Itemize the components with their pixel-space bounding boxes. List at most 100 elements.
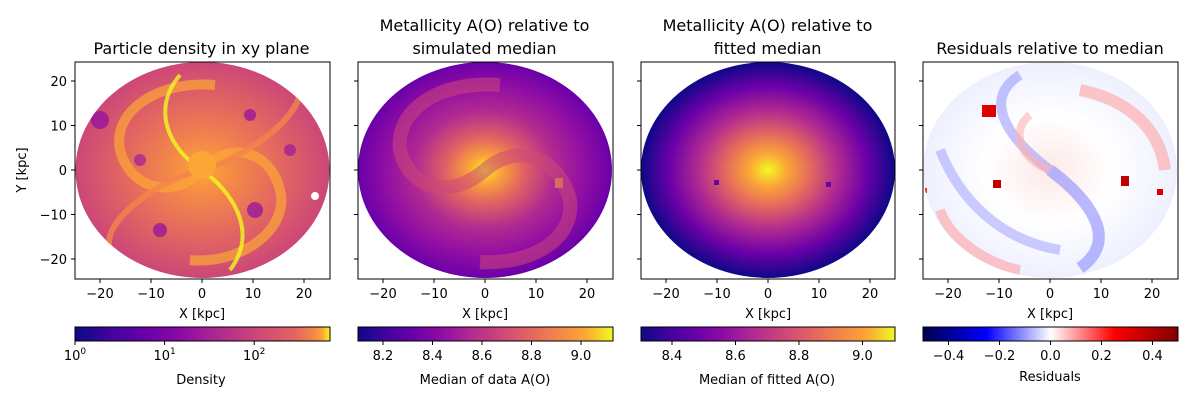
panel-residuals-title: Residuals relative to median (936, 39, 1164, 58)
y-tick-label: 0 (59, 164, 67, 179)
residuals-heatmap (923, 62, 1177, 278)
x-axis-label: X [kpc] (1027, 307, 1073, 322)
colorbar-residuals-bar (922, 326, 1179, 342)
x-tick-label: 0 (764, 287, 772, 302)
colorbar-tick-label: 101 (153, 347, 175, 364)
x-tick-label: 10 (811, 287, 828, 302)
x-tick-label: 0 (198, 287, 206, 302)
x-axis-ticks-sim: −20 −10 0 10 20 (369, 279, 595, 302)
residual-hot-pixel (1157, 189, 1163, 195)
colorbar-tick-label: 9.0 (571, 349, 592, 364)
x-tick-label: 20 (862, 287, 879, 302)
x-tick-label: 10 (245, 287, 262, 302)
colorbar-tick-label: 8.6 (472, 349, 493, 364)
colorbar-tick-label: 8.8 (521, 349, 542, 364)
density-spiral-arm (200, 168, 245, 272)
x-tick-label: 20 (579, 287, 596, 302)
colorbar-tick-label: 100 (64, 347, 87, 364)
x-axis-ticks-fit: −20 −10 0 10 20 (652, 279, 878, 302)
residual-negative-arm (1046, 165, 1105, 273)
panel-fit-title-line1: Metallicity A(O) relative to (663, 16, 873, 35)
colorbar-tick-label: 8.8 (789, 349, 810, 364)
y-axis-ticks-density: 20 10 0 −10 −20 (40, 75, 75, 268)
y-axis-ticks-residuals (919, 80, 923, 260)
residual-positive-arm (1015, 111, 1052, 174)
x-tick-label: −20 (86, 287, 113, 302)
sim-spiral-arm (479, 148, 578, 270)
panel-fit-title-line2: fitted median (714, 39, 822, 58)
panel-fit-median: Metallicity A(O) relative to fitted medi… (637, 16, 896, 388)
density-void (134, 154, 146, 166)
panel-density: Particle density in xy plane (15, 39, 331, 388)
x-axis-label: X [kpc] (462, 307, 508, 322)
fit-heatmap (641, 62, 895, 278)
x-axis-label: X [kpc] (745, 307, 791, 322)
colorbar-tick-label: 9.0 (852, 349, 873, 364)
residual-hot-pixel (993, 180, 1001, 188)
residual-negative-arm (935, 148, 1061, 255)
colorbar-tick-label: −0.2 (984, 349, 1016, 364)
density-void (244, 109, 256, 121)
x-tick-label: −20 (369, 287, 396, 302)
colorbar-tick-label: 8.4 (422, 349, 443, 364)
residual-positive-arm (935, 208, 1021, 275)
colorbar-tick-label: 0.2 (1091, 349, 1112, 364)
residual-cold-pixel (1120, 74, 1124, 78)
sim-spiral-arm (392, 77, 501, 195)
colorbar-tick-label: −0.4 (933, 349, 965, 364)
density-void (153, 223, 167, 237)
density-spiral-arm (105, 167, 203, 251)
y-tick-label: 10 (50, 120, 67, 135)
density-void (284, 144, 296, 156)
y-tick-label: −20 (40, 253, 67, 268)
y-tick-label: −10 (40, 209, 67, 224)
x-tick-label: −20 (934, 287, 961, 302)
x-tick-label: −10 (985, 287, 1012, 302)
colorbar-fit: 8.4 8.6 8.8 9.0 Median of fitted A(O) (640, 326, 896, 388)
panel-residuals: Residuals relative to median (919, 39, 1179, 385)
colorbar-tick-label: 8.2 (373, 349, 394, 364)
colorbar-density-bar (74, 326, 331, 342)
panel-sim-title-line2: simulated median (412, 39, 556, 58)
colorbar-tick-label: 0.0 (1040, 349, 1061, 364)
colorbar-label: Median of data A(O) (420, 373, 551, 388)
x-tick-label: 20 (1144, 287, 1161, 302)
y-axis-ticks-sim (354, 80, 358, 260)
fit-outlier-pixel (826, 182, 831, 187)
density-void (91, 111, 109, 129)
x-tick-label: 10 (528, 287, 545, 302)
x-axis-ticks-density: −20 −10 0 10 20 (86, 279, 312, 302)
colorbar-fit-bar (640, 326, 896, 342)
sim-heatmap (358, 62, 612, 278)
residual-positive-arm (1078, 84, 1171, 171)
density-heatmap (75, 62, 330, 278)
residual-hot-pixel (982, 105, 996, 117)
y-axis-ticks-fit (637, 80, 641, 260)
colorbar-sim-bar (357, 326, 614, 342)
colorbar-label: Residuals (1019, 370, 1081, 385)
x-axis-ticks-residuals: −20 −10 0 10 20 (934, 279, 1160, 302)
colorbar-tick-label: 102 (243, 347, 265, 364)
panel-sim-title-line1: Metallicity A(O) relative to (380, 16, 590, 35)
colorbar-density: 100 101 102 Density (64, 326, 331, 388)
x-tick-label: −20 (652, 287, 679, 302)
colorbar-label: Density (176, 373, 226, 388)
y-tick-label: 20 (50, 75, 67, 90)
colorbar-tick-label: 0.4 (1142, 349, 1163, 364)
x-tick-label: −10 (137, 287, 164, 302)
sim-hot-pixel (555, 178, 563, 188)
x-tick-label: 10 (1093, 287, 1110, 302)
colorbar-sim: 8.2 8.4 8.6 8.8 9.0 Median of data A(O) (357, 326, 614, 388)
density-hole (311, 192, 319, 200)
colorbar-label: Median of fitted A(O) (699, 373, 835, 388)
x-tick-label: 20 (296, 287, 313, 302)
x-tick-label: −10 (703, 287, 730, 302)
density-void (247, 202, 263, 218)
x-tick-label: 0 (1046, 287, 1054, 302)
fit-disk (641, 62, 895, 278)
density-core (188, 151, 216, 179)
residual-hot-pixel (1121, 176, 1129, 186)
y-axis-label: Y [kpc] (15, 147, 30, 193)
x-tick-label: 0 (481, 287, 489, 302)
